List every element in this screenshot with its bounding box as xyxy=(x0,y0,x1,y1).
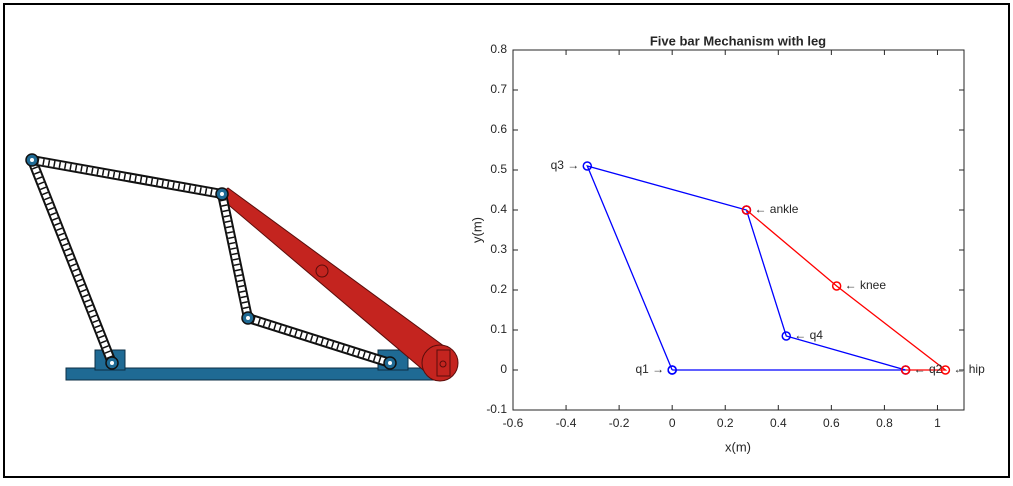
annotation: ← hip xyxy=(953,362,985,376)
x-tick-label: 1 xyxy=(934,416,941,430)
point-marker xyxy=(741,205,752,215)
y-tick-label: 0.6 xyxy=(490,122,507,136)
y-tick-label: 0.7 xyxy=(490,82,507,96)
x-tick-label: 0.4 xyxy=(770,416,787,430)
mechanism-drawing xyxy=(25,153,459,382)
x-tick-label: -0.2 xyxy=(609,416,630,430)
x-tick-label: -0.4 xyxy=(556,416,577,430)
y-tick-label: 0.5 xyxy=(490,162,507,176)
annotation: q3 → xyxy=(551,158,580,172)
x-tick-label: -0.6 xyxy=(503,416,524,430)
point-marker xyxy=(900,365,911,375)
point-marker xyxy=(831,281,842,291)
y-tick-label: 0 xyxy=(500,362,507,376)
chart-title: Five bar Mechanism with leg xyxy=(650,33,826,48)
y-tick-label: 0.3 xyxy=(490,242,507,256)
point-marker xyxy=(781,331,792,341)
y-tick-label: 0.4 xyxy=(490,202,507,216)
series-line xyxy=(746,209,948,371)
point-marker xyxy=(582,161,593,171)
y-tick-label: -0.1 xyxy=(486,402,507,416)
x-tick-label: 0.2 xyxy=(717,416,734,430)
y-axis-label: y(m) xyxy=(469,217,484,243)
annotation: ← q2 xyxy=(914,362,943,376)
point-marker xyxy=(940,365,951,375)
annotation: ← knee xyxy=(845,278,887,292)
annotation: ← q4 xyxy=(794,328,823,342)
y-tick-label: 0.8 xyxy=(490,42,507,56)
annotation: ← ankle xyxy=(754,202,798,216)
x-tick-label: 0 xyxy=(669,416,676,430)
y-tick-label: 0.2 xyxy=(490,282,507,296)
series-line xyxy=(586,165,906,371)
plot-area xyxy=(512,49,965,411)
point-marker xyxy=(667,365,677,375)
annotation: q1 → xyxy=(635,362,664,376)
x-axis-label: x(m) xyxy=(725,439,751,454)
x-tick-label: 0.6 xyxy=(823,416,840,430)
x-tick-label: 0.8 xyxy=(876,416,893,430)
y-tick-label: 0.1 xyxy=(490,322,507,336)
